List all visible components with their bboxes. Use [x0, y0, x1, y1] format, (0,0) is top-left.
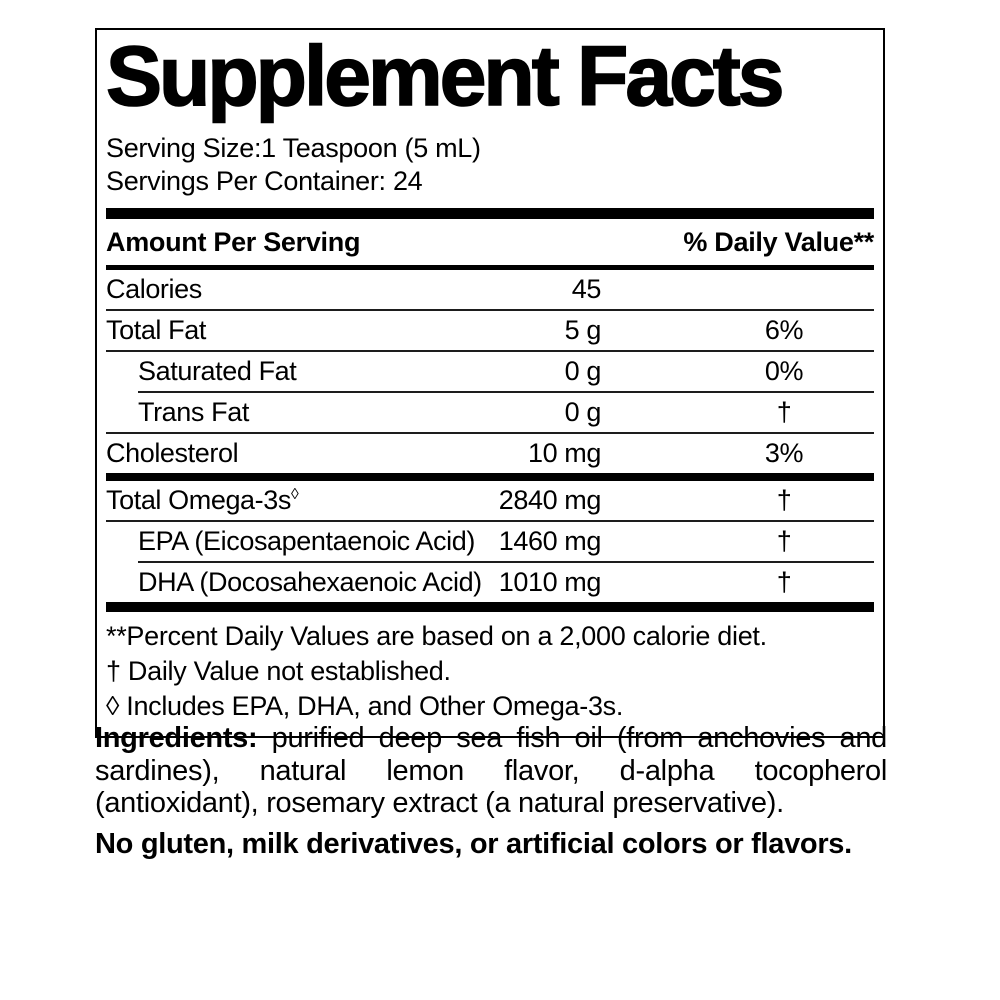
nutrient-amount: 2840 mg: [498, 485, 602, 515]
row-divider-inset: [138, 391, 874, 393]
nutrient-name: Cholesterol: [106, 438, 239, 468]
servings-per-container: Servings Per Container: 24: [106, 166, 423, 196]
header-rule: [106, 265, 874, 270]
nutrient-dv: †: [776, 567, 792, 597]
column-header-row: Amount Per Serving % Daily Value**: [106, 219, 874, 265]
footnotes: **Percent Daily Values are based on a 2,…: [106, 612, 874, 728]
footnote-separator-bar: [106, 602, 874, 612]
row-divider: [106, 520, 874, 522]
serving-size: Serving Size:1 Teaspoon (5 mL): [106, 133, 481, 163]
nutrient-amount: 10 mg: [527, 438, 601, 468]
nutrient-dv: 0%: [764, 356, 804, 386]
nutrient-dv: †: [776, 397, 792, 427]
amount-per-serving-header: Amount Per Serving: [106, 227, 361, 257]
nutrient-dv: 6%: [764, 315, 804, 345]
nutrient-row-cholesterol: Cholesterol 10 mg 3%: [106, 434, 874, 473]
nutrient-row-dha: DHA (Docosahexaenoic Acid) 1010 mg †: [106, 563, 874, 602]
nutrient-name: Calories: [106, 274, 202, 304]
nutrient-amount: 45: [571, 274, 602, 304]
nutrient-row-trans-fat: Trans Fat 0 g †: [106, 393, 874, 432]
row-divider: [106, 309, 874, 311]
footnote-lozenge: ◊ Includes EPA, DHA, and Other Omega-3s.: [106, 691, 624, 721]
nutrient-amount: 0 g: [564, 397, 602, 427]
nutrient-amount: 1460 mg: [498, 526, 602, 556]
nutrient-name: DHA (Docosahexaenoic Acid): [138, 567, 482, 597]
row-divider: [106, 350, 874, 352]
nutrient-name: Total Fat: [106, 315, 206, 345]
nutrient-row-total-fat: Total Fat 5 g 6%: [106, 311, 874, 350]
nutrient-name: Trans Fat: [138, 397, 249, 427]
footnote-dagger: † Daily Value not established.: [106, 656, 451, 686]
nutrient-row-epa: EPA (Eicosapentaenoic Acid) 1460 mg †: [106, 522, 874, 561]
ingredients-paragraph: Ingredients: purified deep sea fish oil …: [95, 722, 887, 820]
daily-value-header: % Daily Value**: [683, 227, 874, 257]
nutrient-row-calories: Calories 45: [106, 270, 874, 309]
ingredients-label: Ingredients:: [95, 722, 258, 754]
allergen-statement: No gluten, milk derivatives, or artifici…: [95, 828, 852, 860]
nutrient-dv: †: [776, 485, 792, 515]
nutrient-dv: †: [776, 526, 792, 556]
nutrient-row-saturated-fat: Saturated Fat 0 g 0%: [106, 352, 874, 391]
section-separator-bar: [106, 473, 874, 481]
nutrient-amount: 0 g: [564, 356, 602, 386]
lozenge-symbol: ◊: [290, 486, 299, 503]
panel-title: Supplement Facts: [105, 29, 785, 123]
nutrient-amount: 5 g: [564, 315, 602, 345]
nutrient-amount: 1010 mg: [498, 567, 602, 597]
footnote-daily-values: **Percent Daily Values are based on a 2,…: [106, 621, 767, 651]
row-divider-inset: [138, 561, 874, 563]
ingredients-text: purified deep sea fish oil (from anchovi…: [95, 722, 887, 819]
nutrient-row-total-omega3: Total Omega-3s◊ 2840 mg †: [106, 481, 874, 520]
thick-separator-bar: [106, 208, 874, 219]
nutrient-dv: 3%: [764, 438, 804, 468]
nutrient-name: Total Omega-3s◊: [106, 485, 299, 515]
nutrient-name: Saturated Fat: [138, 356, 297, 386]
nutrient-name: EPA (Eicosapentaenoic Acid): [138, 526, 475, 556]
row-divider: [106, 432, 874, 434]
supplement-facts-panel: Supplement Facts Serving Size:1 Teaspoon…: [95, 28, 885, 738]
